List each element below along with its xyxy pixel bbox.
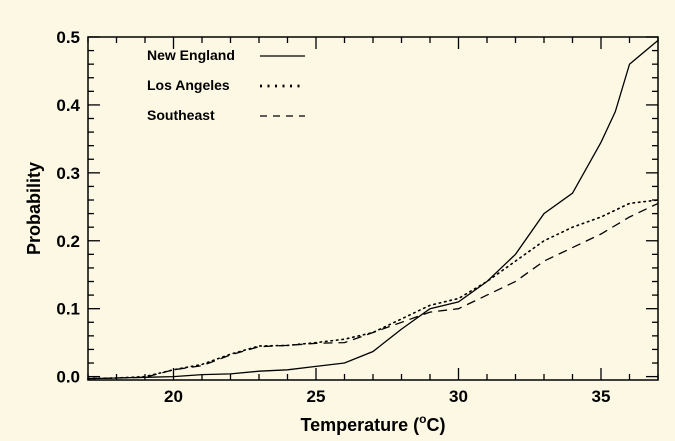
x-axis-title: Temperature (oC) (300, 412, 445, 435)
y-tick-label: 0.2 (56, 232, 80, 251)
series-line-los-angeles (87, 199, 659, 380)
series-line-southeast (87, 202, 659, 380)
axis-ticks: 20 25 30 35 0.0 0.1 0.2 0.3 0.4 0.5 (56, 28, 659, 406)
y-tick-label: 0.4 (56, 96, 80, 115)
x-axis-title-superscript: o (419, 412, 426, 426)
plot-lines (87, 39, 659, 380)
legend: New England Los Angeles Southeast (147, 47, 305, 123)
y-axis-title: Probability (24, 162, 44, 255)
x-axis-title-text: Temperature ( (300, 415, 419, 435)
x-tick-label: 30 (449, 387, 468, 406)
y-tick-label: 0.0 (56, 368, 80, 387)
x-tick-label: 35 (592, 387, 611, 406)
y-tick-label: 0.5 (56, 28, 80, 47)
y-tick-label: 0.3 (56, 164, 80, 183)
legend-label: Los Angeles (147, 77, 230, 93)
x-tick-label: 25 (307, 387, 326, 406)
series-line-new-england (87, 39, 659, 380)
legend-label: Southeast (147, 107, 215, 123)
x-axis-title-unit: C) (427, 415, 446, 435)
y-tick-label: 0.1 (56, 300, 80, 319)
legend-label: New England (147, 47, 235, 63)
x-tick-label: 20 (164, 387, 183, 406)
